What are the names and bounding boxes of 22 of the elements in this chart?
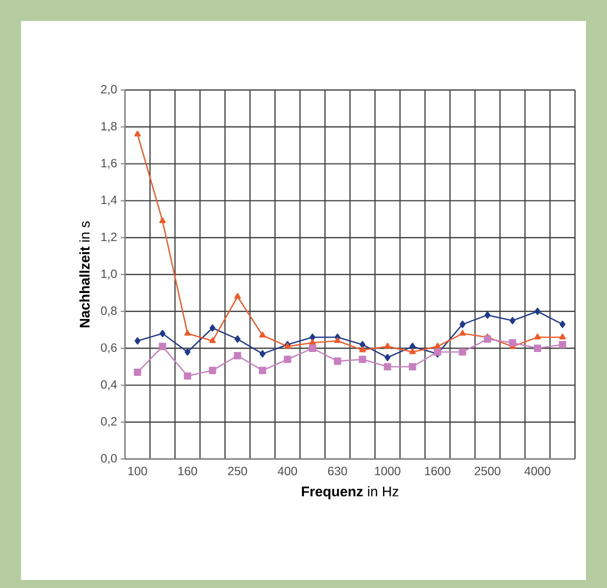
x-tick-label: 100: [128, 466, 148, 476]
x-tick-label: 400: [278, 466, 298, 476]
y-tick-label: 2,0: [101, 85, 117, 95]
y-tick-label: 0,0: [100, 454, 117, 464]
y-tick-label: 1,6: [101, 158, 117, 169]
y-tick-label: 0,4: [100, 380, 117, 390]
x-tick-label: 160: [178, 466, 198, 476]
y-tick-label: 1,4: [101, 196, 117, 206]
x-tick-label: 2500: [474, 466, 500, 476]
y-tick-label: 0,6: [100, 343, 117, 354]
y-tick-label: 1,8: [101, 122, 117, 132]
x-tick-label: 250: [228, 466, 248, 476]
y-axis-title: Nachhallzeit in s: [79, 221, 90, 328]
x-tick-label: 630: [328, 466, 348, 476]
x-tick-label: 1600: [425, 466, 450, 476]
y-tick-label: 1,0: [101, 270, 117, 280]
y-tick-label: 0,8: [100, 306, 117, 316]
x-axis-title: Frequenz in Hz: [302, 486, 398, 500]
y-tick-label: 0,2: [100, 417, 117, 428]
x-tick-label: 4000: [524, 466, 550, 476]
y-tick-label: 1,2: [101, 232, 117, 243]
x-tick-label: 1000: [375, 466, 400, 476]
